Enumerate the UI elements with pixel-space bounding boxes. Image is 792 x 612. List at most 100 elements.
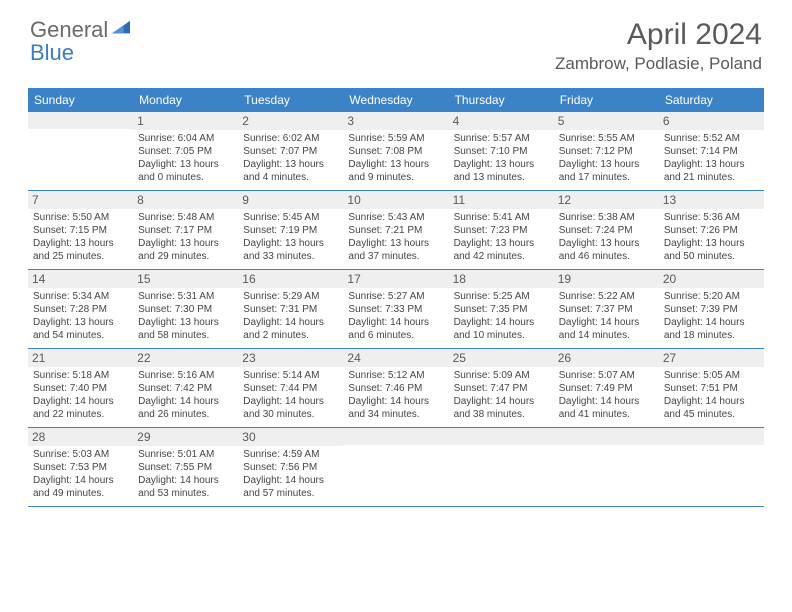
day-details: Sunrise: 5:05 AMSunset: 7:51 PMDaylight:…	[664, 369, 759, 421]
day-number: 8	[133, 191, 238, 209]
day-details: Sunrise: 5:09 AMSunset: 7:47 PMDaylight:…	[454, 369, 549, 421]
sunrise: Sunrise: 5:36 AM	[664, 211, 759, 224]
day-number: 24	[343, 349, 448, 367]
daylight: Daylight: 13 hours and 42 minutes.	[454, 237, 549, 263]
sunset: Sunset: 7:12 PM	[559, 145, 654, 158]
dow-cell: Tuesday	[238, 88, 343, 112]
day-number: 22	[133, 349, 238, 367]
day-details: Sunrise: 5:41 AMSunset: 7:23 PMDaylight:…	[454, 211, 549, 263]
day-details: Sunrise: 5:55 AMSunset: 7:12 PMDaylight:…	[559, 132, 654, 184]
sunset: Sunset: 7:19 PM	[243, 224, 338, 237]
day-details: Sunrise: 6:02 AMSunset: 7:07 PMDaylight:…	[243, 132, 338, 184]
daylight: Daylight: 13 hours and 17 minutes.	[559, 158, 654, 184]
daylight: Daylight: 14 hours and 57 minutes.	[243, 474, 338, 500]
sunset: Sunset: 7:55 PM	[138, 461, 233, 474]
day-cell: 15Sunrise: 5:31 AMSunset: 7:30 PMDayligh…	[133, 270, 238, 348]
daylight: Daylight: 14 hours and 26 minutes.	[138, 395, 233, 421]
day-details: Sunrise: 5:52 AMSunset: 7:14 PMDaylight:…	[664, 132, 759, 184]
day-number: 23	[238, 349, 343, 367]
day-cell: 9Sunrise: 5:45 AMSunset: 7:19 PMDaylight…	[238, 191, 343, 269]
day-details: Sunrise: 5:18 AMSunset: 7:40 PMDaylight:…	[33, 369, 128, 421]
sunrise: Sunrise: 5:57 AM	[454, 132, 549, 145]
sunrise: Sunrise: 5:14 AM	[243, 369, 338, 382]
day-cell: 13 Sunrise: 5:36 AMSunset: 7:26 PMDayligh…	[659, 191, 764, 269]
daylight: Daylight: 14 hours and 53 minutes.	[138, 474, 233, 500]
daylight: Daylight: 13 hours and 29 minutes.	[138, 237, 233, 263]
day-number: 12	[554, 191, 659, 209]
sunrise: Sunrise: 5:03 AM	[33, 448, 128, 461]
daylight: Daylight: 13 hours and 58 minutes.	[138, 316, 233, 342]
sunrise: Sunrise: 5:16 AM	[138, 369, 233, 382]
sunrise: Sunrise: 5:52 AM	[664, 132, 759, 145]
daylight: Daylight: 13 hours and 46 minutes.	[559, 237, 654, 263]
day-cell: 26Sunrise: 5:07 AMSunset: 7:49 PMDayligh…	[554, 349, 659, 427]
sunrise: Sunrise: 5:09 AM	[454, 369, 549, 382]
sunrise: Sunrise: 5:12 AM	[348, 369, 443, 382]
sunset: Sunset: 7:31 PM	[243, 303, 338, 316]
logo-text-b: Blue	[30, 40, 74, 65]
day-cell: 16Sunrise: 5:29 AMSunset: 7:31 PMDayligh…	[238, 270, 343, 348]
day-cell: 6Sunrise: 5:52 AMSunset: 7:14 PMDaylight…	[659, 112, 764, 190]
day-cell: 2Sunrise: 6:02 AMSunset: 7:07 PMDaylight…	[238, 112, 343, 190]
daylight: Daylight: 13 hours and 21 minutes.	[664, 158, 759, 184]
dow-cell: Monday	[133, 88, 238, 112]
empty-day-header	[659, 428, 764, 445]
sunset: Sunset: 7:30 PM	[138, 303, 233, 316]
sunrise: Sunrise: 6:04 AM	[138, 132, 233, 145]
day-details: Sunrise: 5:48 AMSunset: 7:17 PMDaylight:…	[138, 211, 233, 263]
sunset: Sunset: 7:44 PM	[243, 382, 338, 395]
sunrise: Sunrise: 5:22 AM	[559, 290, 654, 303]
sunset: Sunset: 7:08 PM	[348, 145, 443, 158]
week-row: 7Sunrise: 5:50 AMSunset: 7:15 PMDaylight…	[28, 191, 764, 270]
week-row: 21Sunrise: 5:18 AMSunset: 7:40 PMDayligh…	[28, 349, 764, 428]
sunrise: Sunrise: 5:27 AM	[348, 290, 443, 303]
week-row: 14Sunrise: 5:34 AMSunset: 7:28 PMDayligh…	[28, 270, 764, 349]
day-number: 7	[28, 191, 133, 209]
daylight: Daylight: 14 hours and 22 minutes.	[33, 395, 128, 421]
sunset: Sunset: 7:26 PM	[664, 224, 759, 237]
sunset: Sunset: 7:33 PM	[348, 303, 443, 316]
daylight: Daylight: 13 hours and 37 minutes.	[348, 237, 443, 263]
sunrise: Sunrise: 5:18 AM	[33, 369, 128, 382]
day-cell: 11 Sunrise: 5:41 AMSunset: 7:23 PMDayligh…	[449, 191, 554, 269]
sunrise: Sunrise: 5:48 AM	[138, 211, 233, 224]
sunrise: Sunrise: 5:50 AM	[33, 211, 128, 224]
logo-text-a: General	[30, 17, 108, 42]
sunrise: Sunrise: 5:43 AM	[348, 211, 443, 224]
day-number: 11	[449, 191, 554, 209]
day-cell: 7Sunrise: 5:50 AMSunset: 7:15 PMDaylight…	[28, 191, 133, 269]
day-number: 3	[343, 112, 448, 130]
daylight: Daylight: 13 hours and 4 minutes.	[243, 158, 338, 184]
day-number: 16	[238, 270, 343, 288]
day-cell: 1Sunrise: 6:04 AMSunset: 7:05 PMDaylight…	[133, 112, 238, 190]
day-cell: 24Sunrise: 5:12 AMSunset: 7:46 PMDayligh…	[343, 349, 448, 427]
sunset: Sunset: 7:53 PM	[33, 461, 128, 474]
day-details: Sunrise: 5:45 AMSunset: 7:19 PMDaylight:…	[243, 211, 338, 263]
dow-header: SundayMondayTuesdayWednesdayThursdayFrid…	[28, 88, 764, 112]
sunrise: Sunrise: 5:20 AM	[664, 290, 759, 303]
sunrise: Sunrise: 5:55 AM	[559, 132, 654, 145]
day-details: Sunrise: 5:03 AMSunset: 7:53 PMDaylight:…	[33, 448, 128, 500]
daylight: Daylight: 13 hours and 54 minutes.	[33, 316, 128, 342]
day-details: Sunrise: 5:36 AMSunset: 7:26 PMDaylight:…	[664, 211, 759, 263]
sunset: Sunset: 7:17 PM	[138, 224, 233, 237]
day-number: 1	[133, 112, 238, 130]
day-cell: 25 Sunrise: 5:09 AMSunset: 7:47 PMDayligh…	[449, 349, 554, 427]
day-number: 19	[554, 270, 659, 288]
calendar: SundayMondayTuesdayWednesdayThursdayFrid…	[28, 88, 764, 507]
day-cell	[343, 428, 448, 506]
day-details: Sunrise: 5:38 AMSunset: 7:24 PMDaylight:…	[559, 211, 654, 263]
daylight: Daylight: 14 hours and 38 minutes.	[454, 395, 549, 421]
daylight: Daylight: 14 hours and 6 minutes.	[348, 316, 443, 342]
day-cell: 17Sunrise: 5:27 AMSunset: 7:33 PMDayligh…	[343, 270, 448, 348]
title-block: April 2024 Zambrow, Podlasie, Poland	[555, 18, 762, 74]
sunset: Sunset: 7:14 PM	[664, 145, 759, 158]
day-details: Sunrise: 5:22 AMSunset: 7:37 PMDaylight:…	[559, 290, 654, 342]
day-cell	[449, 428, 554, 506]
day-number: 13	[659, 191, 764, 209]
day-details: Sunrise: 5:43 AMSunset: 7:21 PMDaylight:…	[348, 211, 443, 263]
dow-cell: Wednesday	[343, 88, 448, 112]
sunset: Sunset: 7:40 PM	[33, 382, 128, 395]
day-number: 25	[449, 349, 554, 367]
header: GeneralBlue April 2024 Zambrow, Podlasie…	[0, 0, 792, 78]
